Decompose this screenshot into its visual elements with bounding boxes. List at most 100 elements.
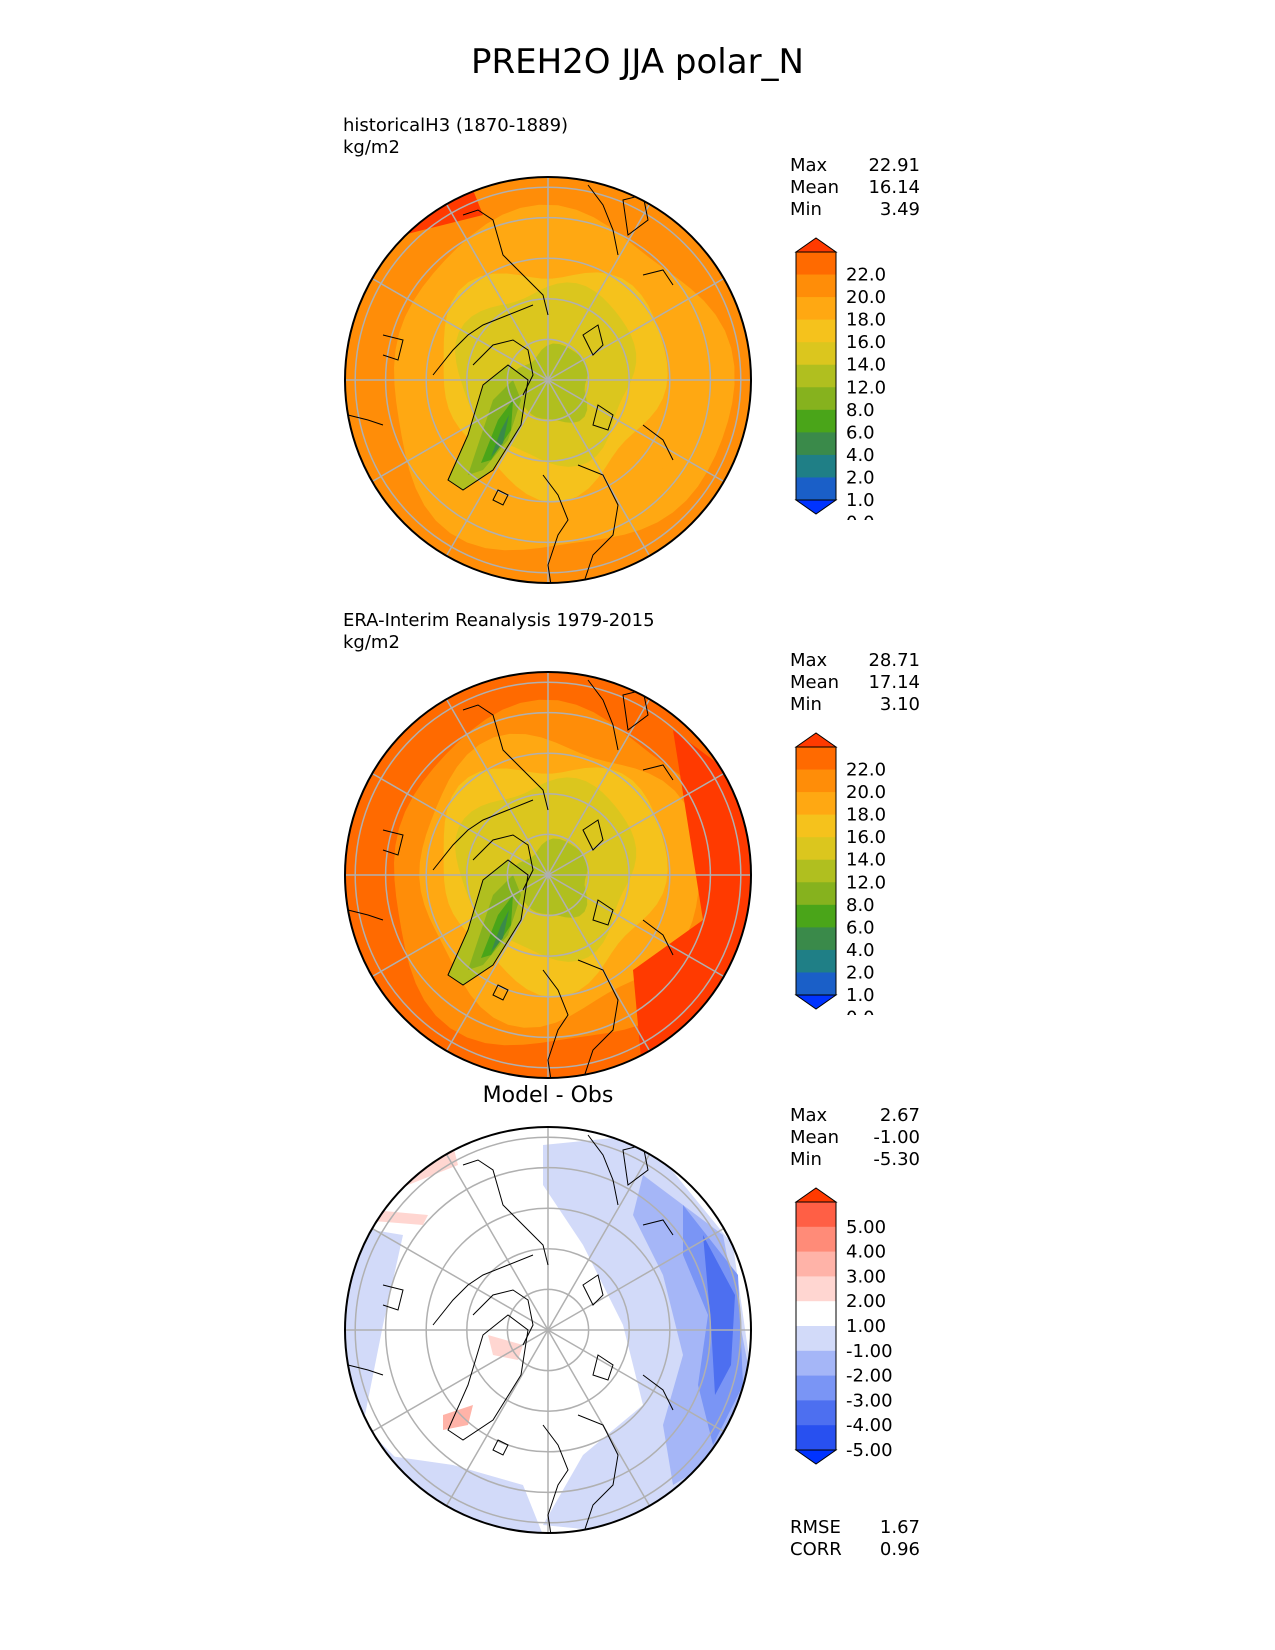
coastline-9: [577, 464, 619, 583]
colorbar-segment-2: [796, 274, 836, 298]
map-boundary: [344, 671, 752, 1079]
panel-model-title: historicalH3 (1870-1889): [343, 115, 569, 136]
coastline-9: [577, 959, 619, 1078]
coastline-3: [472, 1289, 534, 1346]
colorbar-tick-label: 20.0: [846, 287, 886, 308]
greenland-core: [481, 895, 513, 958]
longitude-line-11: [547, 698, 651, 876]
colorbar-segment-7: [796, 882, 836, 906]
colorbar-tick-label: 12.0: [846, 872, 886, 893]
colorbar-diff: 5.00 4.00 3.00 2.00 1.00 -1.00 -2.00 -3.00 -4.00…: [794, 1187, 893, 1465]
coastline-4: [447, 1314, 529, 1441]
coastline-2: [432, 1254, 534, 1326]
coastline-2: [432, 304, 534, 376]
longitude-line-2: [547, 1329, 725, 1433]
map-boundary: [344, 1126, 752, 1534]
coastline-5: [587, 1134, 619, 1206]
longitude-line-9: [445, 1153, 549, 1331]
coastline-15: [642, 424, 674, 461]
panel-diff-stats: Max 2.67 Mean -1.00 Min -5.30: [790, 1105, 920, 1171]
colorbar-tick-label: 16.0: [846, 332, 886, 353]
panel-obs-title: ERA-Interim Reanalysis 1979-2015: [343, 610, 655, 631]
colorbar-segment-8: [796, 1375, 836, 1401]
colorbar-tick-label: 20.0: [846, 782, 886, 803]
colorbar-obs: 22.020.018.016.014.012.08.06.04.02.01.0 0…: [794, 732, 886, 1016]
coastline-14: [642, 1219, 674, 1236]
coastline-8: [592, 1354, 614, 1381]
longitude-line-12: [547, 772, 725, 876]
longitude-line-6: [371, 874, 549, 978]
colorbar-tick-label: -1.00: [846, 1341, 893, 1362]
colorbar-model: 22.020.018.016.014.012.08.06.04.02.01.0 0…: [794, 237, 886, 520]
colorbar-segment-9: [796, 1400, 836, 1426]
colorbar-segment-5: [796, 837, 836, 861]
coastline-7: [582, 819, 604, 851]
panel-obs: ERA-Interim Reanalysis 1979-2015 kg/m2 M…: [0, 610, 1275, 1110]
coastline-13: [347, 909, 384, 921]
coastline-1: [462, 1159, 549, 1266]
colorbar-extend-max: [794, 237, 838, 253]
colorbar-segment-4: [796, 1276, 836, 1302]
coastline-4: [447, 859, 529, 986]
colorbar-extend-min: [794, 1449, 838, 1465]
stat-min: Min 3.10: [790, 694, 920, 715]
coastline-3: [472, 834, 534, 891]
stat-corr: CORR 0.96: [790, 1539, 920, 1560]
colorbar-segment-8: [796, 904, 836, 928]
longitude-line-6: [371, 1329, 549, 1433]
stat-min: Min 3.49: [790, 199, 920, 220]
longitude-line-8: [371, 772, 549, 876]
coastline-13: [347, 1364, 384, 1376]
longitude-line-11: [547, 1153, 651, 1331]
colorbar-segment-11: [796, 972, 836, 996]
colorbar-tick-label: 12.0: [846, 377, 886, 398]
panel-diff: Model - Obs Max 2.67 Mean -1.00 Min -5.30 5…: [0, 1083, 1275, 1605]
colorbar-segment-5: [796, 342, 836, 366]
coastline-3: [472, 339, 534, 396]
coastline-11: [492, 489, 509, 506]
coastline-8: [592, 404, 614, 431]
colorbar-tick-label: 22.0: [846, 265, 886, 286]
colorbar-segment-3: [796, 1251, 836, 1277]
colorbar-segment-10: [796, 949, 836, 973]
colorbar-segment-6: [796, 859, 836, 883]
colorbar-segment-10: [796, 1425, 836, 1451]
stat-max: Max 2.67: [790, 1105, 920, 1126]
colorbar-extend-max: [794, 732, 838, 748]
colorbar-segment-4: [796, 319, 836, 343]
colorbar-segment-9: [796, 432, 836, 456]
panel-model: historicalH3 (1870-1889) kg/m2 Max 22.91 …: [0, 115, 1275, 615]
colorbar-segment-7: [796, 1350, 836, 1377]
colorbar-segment-7: [796, 387, 836, 411]
colorbar-tick-label: 1.00: [846, 1316, 886, 1337]
colorbar-tick-label: 0.0: [846, 1008, 875, 1016]
colorbar-tick-label: 22.0: [846, 760, 886, 781]
longitude-line-12: [547, 277, 725, 381]
coastline-9: [577, 1414, 619, 1533]
coastline-11: [492, 984, 509, 1001]
panel-model-units: kg/m2: [343, 137, 400, 158]
colorbar-tick-label: 16.0: [846, 827, 886, 848]
colorbar-tick-label: 4.0: [846, 445, 875, 466]
coastline-10: [542, 474, 569, 583]
panel-diff-skill: RMSE 1.67 CORR 0.96: [790, 1517, 920, 1561]
colorbar-segment-1: [796, 1202, 836, 1228]
colorbar-segment-6: [796, 364, 836, 388]
colorbar-extend-max: [794, 1187, 838, 1203]
colorbar-frame: [795, 746, 837, 996]
longitude-line-8: [371, 1227, 549, 1331]
colorbar-tick-label: -4.00: [846, 1415, 893, 1436]
stat-rmse: RMSE 1.67: [790, 1517, 920, 1538]
map-boundary: [344, 176, 752, 584]
coastline-11: [492, 1439, 509, 1456]
colorbar-segment-1: [796, 252, 836, 276]
coastline-5: [587, 679, 619, 751]
colorbar-segment-11: [796, 477, 836, 501]
colorbar-segment-4: [796, 814, 836, 838]
colorbar-segment-3: [796, 297, 836, 321]
colorbar-tick-label: 14.0: [846, 850, 886, 871]
coastline-14: [642, 764, 674, 781]
colorbar-frame: [795, 251, 837, 501]
colorbar-segment-8: [796, 409, 836, 433]
greenland-core: [481, 400, 513, 463]
